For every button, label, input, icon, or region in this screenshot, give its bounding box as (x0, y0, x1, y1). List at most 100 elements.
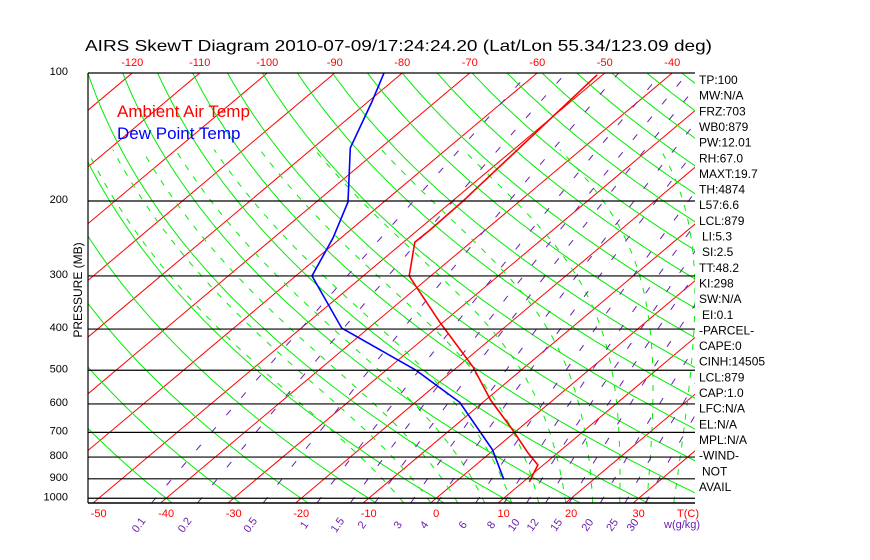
stat-item: -WIND- (699, 449, 739, 463)
isotherm-line (362, 223, 695, 503)
top-temp-tick-label: -110 (189, 57, 210, 69)
stat-item: WB0:879 (699, 120, 749, 134)
bottom-temp-tick-label: 20 (565, 508, 577, 520)
mixing-ratio-tick-label: 0.5 (241, 516, 260, 535)
dry-adiabat-line (88, 366, 241, 503)
dry-adiabat-line (88, 161, 445, 503)
ambient-air-temp-line (408, 74, 598, 483)
top-temp-tick-label: -60 (529, 57, 545, 69)
isotherm-line (88, 73, 201, 168)
stat-item: CINH:14505 (699, 355, 765, 369)
top-temp-tick-label: -80 (394, 57, 410, 69)
isotherm-line (565, 393, 695, 503)
pressure-tick-label: 300 (50, 269, 68, 281)
pressure-tick-label: 900 (50, 472, 68, 484)
isotherm-line (497, 336, 695, 503)
mixing-ratio-line (262, 73, 619, 503)
stat-item: AVAIL (699, 480, 732, 494)
isotherm-line (88, 73, 268, 225)
stat-item: EL:N/A (699, 417, 737, 431)
mixing-ratio-line (526, 250, 695, 503)
dry-adiabat-line (157, 73, 648, 503)
axes: 0.1 0.2 0.5 1 1.5 2 3 4 6 8 10 12 15 20 25 301002003004… (44, 57, 701, 535)
x-axis-label: T(C) (677, 508, 699, 520)
moist-adiabat-line (213, 149, 513, 503)
dry-adiabat-line (471, 73, 695, 251)
mixing-ratio-tick-label: 4 (418, 519, 431, 531)
legend-ambient-air-temp: Ambient Air Temp (117, 102, 250, 121)
bottom-temp-tick-label: -20 (293, 508, 309, 520)
stat-item: PW:12.01 (699, 136, 752, 150)
bottom-temp-tick-label: 10 (498, 508, 510, 520)
stat-item: TT:48.2 (699, 261, 739, 275)
pressure-tick-label: 200 (50, 194, 68, 206)
isotherm-line (88, 73, 403, 338)
bottom-temp-tick-label: -50 (91, 508, 107, 520)
mixing-ratio-tick-label: 25 (604, 517, 621, 534)
mixing-ratio-line (151, 73, 530, 503)
stat-item: LCL:879 (699, 370, 745, 384)
top-temp-tick-label: -50 (597, 57, 613, 69)
top-temp-tick-label: -70 (462, 57, 478, 69)
top-temp-tick-label: -100 (256, 57, 278, 69)
stat-item: EI:0.1 (702, 308, 734, 322)
stat-item: RH:67.0 (699, 151, 743, 165)
isotherm-line (88, 73, 133, 111)
pressure-tick-label: 1000 (44, 491, 68, 503)
dry-adiabat-line (506, 73, 695, 223)
stat-item: MAXT:19.7 (699, 167, 758, 181)
stat-item: LI:5.3 (702, 230, 732, 244)
mixing-ratio-tick-label: 15 (548, 517, 565, 534)
top-temp-tick-label: -120 (121, 57, 143, 69)
stat-item: LFC:N/A (699, 402, 745, 416)
dry-adiabat-line (752, 73, 870, 503)
stat-item: KI:298 (699, 276, 734, 290)
top-temp-tick-label: -40 (664, 57, 680, 69)
mixing-ratio-tick-label: 12 (525, 517, 542, 534)
dry-adiabat-line (822, 73, 870, 503)
isotherm-line (227, 109, 695, 503)
dry-adiabat-line (436, 73, 695, 280)
pressure-tick-label: 700 (50, 425, 68, 437)
moist-adiabat-line (259, 149, 540, 503)
chart-title: AIRS SkewT Diagram 2010-07-09/17:24:24.2… (85, 38, 712, 55)
moist-adiabat-line (381, 149, 594, 503)
moist-adiabat-line (559, 149, 654, 503)
dry-adiabat-line (88, 427, 173, 503)
dry-adiabat-line (331, 73, 695, 369)
mixing-ratio-line (374, 87, 695, 503)
mixing-ratio-tick-label: 10 (506, 517, 523, 534)
stat-item: FRZ:703 (699, 104, 746, 118)
stat-item: -PARCEL- (699, 323, 754, 337)
mixing-ratio-tick-label: 1 (298, 519, 311, 531)
mixing-ratio-tick-label: 1.5 (329, 516, 348, 535)
dry-adiabat-line (541, 73, 695, 195)
mixing-ratio-tick-label: 0.2 (176, 516, 195, 535)
isotherm-line (88, 73, 471, 395)
isotherm-line (88, 73, 336, 282)
bottom-temp-tick-label: -10 (361, 508, 377, 520)
dry-adiabat-line (192, 73, 695, 494)
isotherm-line (88, 73, 538, 452)
mixing-ratio-tick-label: 3 (392, 519, 405, 531)
bottom-temp-tick-label: -40 (158, 508, 174, 520)
dry-adiabat-line (787, 73, 870, 503)
stat-item: TH:4874 (699, 183, 745, 197)
dry-adiabat-line (296, 73, 695, 399)
mixing-ratio-tick-label: 2 (356, 519, 369, 531)
stat-item: MPL:N/A (699, 433, 747, 447)
dry-adiabat-line (366, 73, 695, 339)
stat-item: CAP:1.0 (699, 386, 744, 400)
bottom-temp-tick-label: 30 (633, 508, 645, 520)
moist-adiabat-line (141, 149, 459, 503)
legend-dew-point-temp: Dew Point Temp (117, 124, 240, 143)
mixing-ratio-line (197, 73, 567, 503)
dry-adiabat-line (262, 73, 695, 430)
pressure-tick-label: 500 (50, 363, 68, 375)
isotherm-line (430, 280, 695, 503)
stat-item: CAPE:0 (699, 339, 742, 353)
moist-adiabat-line (462, 149, 621, 503)
isotherm-line (295, 166, 695, 503)
bottom-temp-tick-label: 0 (433, 508, 439, 520)
